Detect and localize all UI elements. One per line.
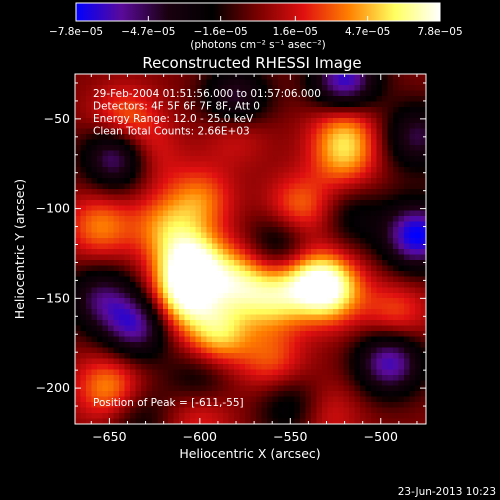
annotation-line: Clean Total Counts: 2.66E+03	[93, 126, 250, 138]
x-tick-label: −500	[364, 429, 398, 444]
x-axis-label: Heliocentric X (arcsec)	[179, 446, 320, 461]
colorbar-units-label: (photons cm⁻² s⁻¹ asec⁻²)	[190, 39, 325, 51]
y-tick-label: −100	[36, 201, 70, 216]
peak-position-label: Position of Peak = [-611,-55]	[93, 397, 244, 409]
colorbar-tick-label: 1.6e−05	[273, 26, 318, 38]
annotation-line: 29-Feb-2004 01:51:56.000 to 01:57:06.000	[93, 88, 321, 100]
colorbar-tick-label: −7.8e−05	[49, 26, 103, 38]
plot-area	[74, 73, 427, 425]
y-tick-label: −150	[36, 290, 70, 305]
x-tick-label: −650	[92, 429, 126, 444]
x-tick-label: −550	[273, 429, 307, 444]
axis-ticks: −650 −600 −550 −500 −50 −100 −150 −200	[36, 74, 426, 444]
annotation-line: Detectors: 4F 5F 6F 7F 8F, Att 0	[93, 101, 260, 113]
colorbar-tick-label: 4.7e−05	[345, 26, 390, 38]
plot-frame	[74, 73, 427, 425]
y-tick-label: −50	[44, 111, 70, 126]
colorbar-tick-label: 7.8e−05	[417, 26, 462, 38]
chart-title: Reconstructed RHESSI Image	[142, 54, 361, 72]
annotations: 29-Feb-2004 01:51:56.000 to 01:57:06.000…	[93, 88, 321, 138]
annotation-line: Energy Range: 12.0 - 25.0 keV	[93, 113, 254, 125]
timestamp: 23-Jun-2013 10:23	[398, 486, 496, 498]
heatmap-image	[75, 74, 426, 424]
y-tick-label: −200	[36, 380, 70, 395]
colorbar-ticks: −7.8e−05 −4.7e−05 −1.6e−05 1.6e−05 4.7e−05 7.…	[49, 16, 463, 38]
colorbar-tick-label: −4.7e−05	[121, 26, 175, 38]
y-axis-label: Heliocentric Y (arcsec)	[12, 179, 27, 319]
colorbar	[75, 2, 441, 22]
x-tick-label: −600	[183, 429, 217, 444]
colorbar-tick-label: −1.6e−05	[194, 26, 248, 38]
